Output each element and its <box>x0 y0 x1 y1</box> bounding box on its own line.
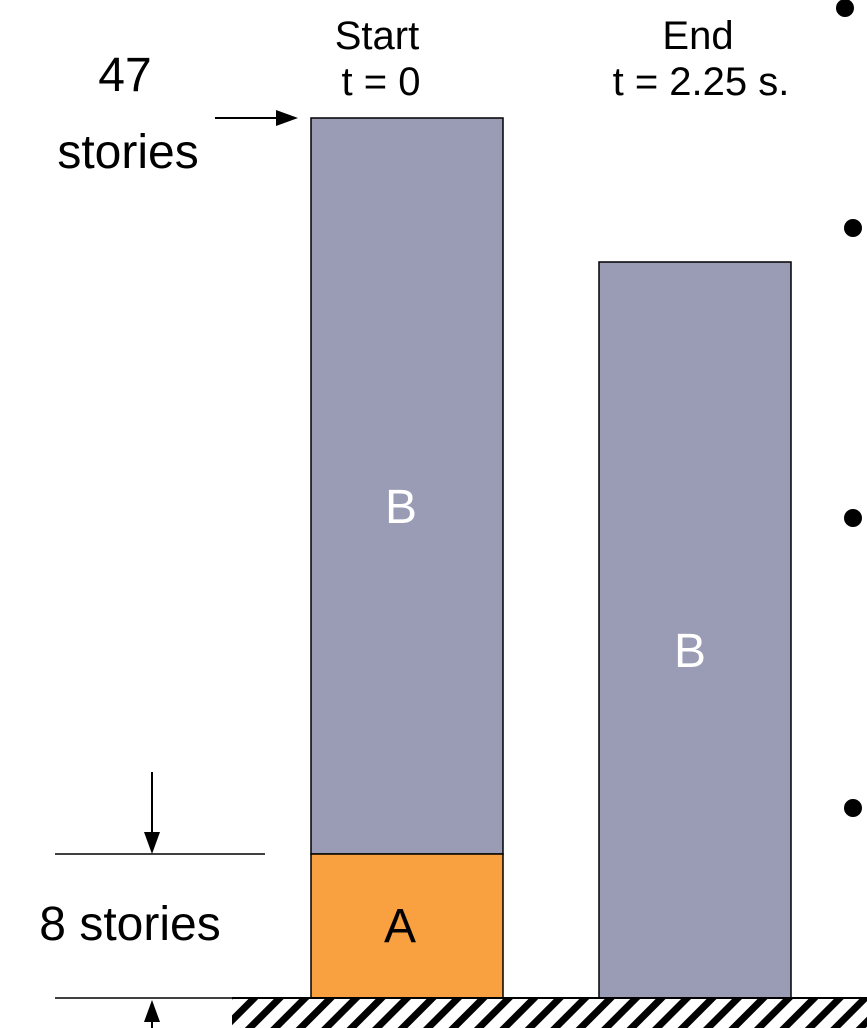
top-height-arrow <box>215 110 298 126</box>
lower-height-label: 8 stories <box>39 898 220 951</box>
top-height-unit: stories <box>57 126 198 179</box>
start-block-b-label: B <box>385 481 417 534</box>
bullet-dot-icon <box>844 509 862 527</box>
start-column-title: Start <box>335 14 419 58</box>
start-block-a-label: A <box>384 900 416 953</box>
lower-height-dimension <box>55 772 265 1028</box>
start-block-a <box>310 853 504 999</box>
end-time-label: t = 2.25 s. <box>613 60 790 104</box>
end-block-b-label: B <box>674 625 706 678</box>
bullet-dot-icon <box>836 0 854 17</box>
bullet-dot-icon <box>844 219 862 237</box>
top-height-value: 47 <box>98 49 151 102</box>
end-column-title: End <box>662 14 733 58</box>
start-time-label: t = 0 <box>342 60 421 104</box>
hatched-ground-icon <box>232 999 867 1028</box>
bullet-dot-icon <box>844 799 862 817</box>
